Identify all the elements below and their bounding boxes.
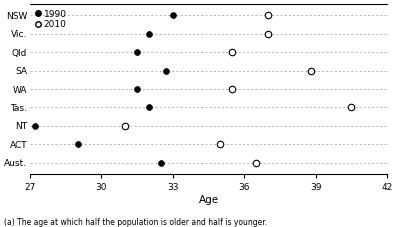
2010 bbox=[253, 161, 259, 165]
Text: (a) The age at which half the population is older and half is younger.: (a) The age at which half the population… bbox=[4, 218, 267, 227]
2010 bbox=[308, 69, 314, 72]
2010 bbox=[229, 87, 235, 91]
Legend: 1990, 2010: 1990, 2010 bbox=[35, 9, 67, 30]
1990 bbox=[146, 32, 152, 35]
1990 bbox=[134, 87, 140, 91]
2010 bbox=[265, 32, 271, 35]
2010 bbox=[265, 13, 271, 17]
1990 bbox=[170, 13, 176, 17]
1990 bbox=[162, 69, 169, 72]
1990 bbox=[31, 124, 38, 128]
1990 bbox=[146, 106, 152, 109]
2010 bbox=[122, 124, 128, 128]
2010 bbox=[229, 50, 235, 54]
1990 bbox=[134, 50, 140, 54]
1990 bbox=[74, 143, 81, 146]
2010 bbox=[217, 143, 224, 146]
X-axis label: Age: Age bbox=[198, 195, 219, 205]
2010 bbox=[348, 106, 355, 109]
1990 bbox=[158, 161, 164, 165]
